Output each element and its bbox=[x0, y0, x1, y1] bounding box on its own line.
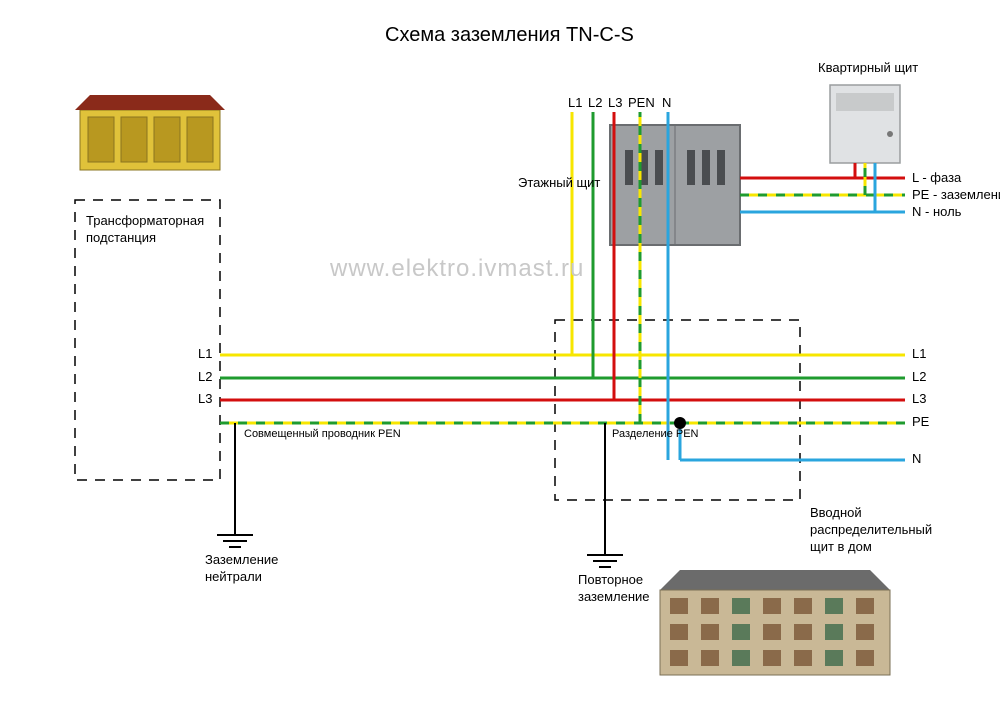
substation-label-line1: Трансформаторнаяподстанция bbox=[86, 213, 204, 245]
top-l3-label: L3 bbox=[608, 95, 622, 110]
right-l2-label: L2 bbox=[912, 369, 926, 384]
right-n-label: N bbox=[912, 451, 921, 466]
legend-l: L - фаза bbox=[912, 170, 961, 185]
left-l1-label: L1 bbox=[198, 346, 212, 361]
watermark: www.elektro.ivmast.ru bbox=[330, 255, 584, 283]
repeat-ground-text: Повторноезаземление bbox=[578, 572, 650, 604]
apt-panel-title: Квартирный щит bbox=[818, 60, 918, 75]
top-pen-label: PEN bbox=[628, 95, 655, 110]
neutral-ground-label: Заземлениенейтрали bbox=[205, 552, 278, 586]
intake-panel-label: Вводнойраспределительныйщит в дом bbox=[810, 505, 932, 556]
substation-label: Трансформаторнаяподстанция bbox=[86, 213, 204, 247]
floor-panel-label: Этажный щит bbox=[518, 175, 600, 190]
pen-combined-label: Совмещенный проводник PEN bbox=[244, 428, 401, 440]
right-l3-label: L3 bbox=[912, 391, 926, 406]
left-l2-label: L2 bbox=[198, 369, 212, 384]
legend-n: N - ноль bbox=[912, 204, 961, 219]
repeat-ground-label: Повторноезаземление bbox=[578, 572, 650, 606]
neutral-ground-text: Заземлениенейтрали bbox=[205, 552, 278, 584]
wiring-diagram bbox=[0, 0, 1000, 703]
diagram-title: Схема заземления TN-C-S bbox=[385, 24, 634, 47]
pen-split-label: Разделение PEN bbox=[612, 428, 699, 440]
top-l1-label: L1 bbox=[568, 95, 582, 110]
legend-pe: PE - заземление bbox=[912, 187, 1000, 202]
intake-panel-text: Вводнойраспределительныйщит в дом bbox=[810, 505, 932, 554]
top-n-label: N bbox=[662, 95, 671, 110]
top-l2-label: L2 bbox=[588, 95, 602, 110]
right-pe-label: PE bbox=[912, 414, 929, 429]
right-l1-label: L1 bbox=[912, 346, 926, 361]
left-l3-label: L3 bbox=[198, 391, 212, 406]
